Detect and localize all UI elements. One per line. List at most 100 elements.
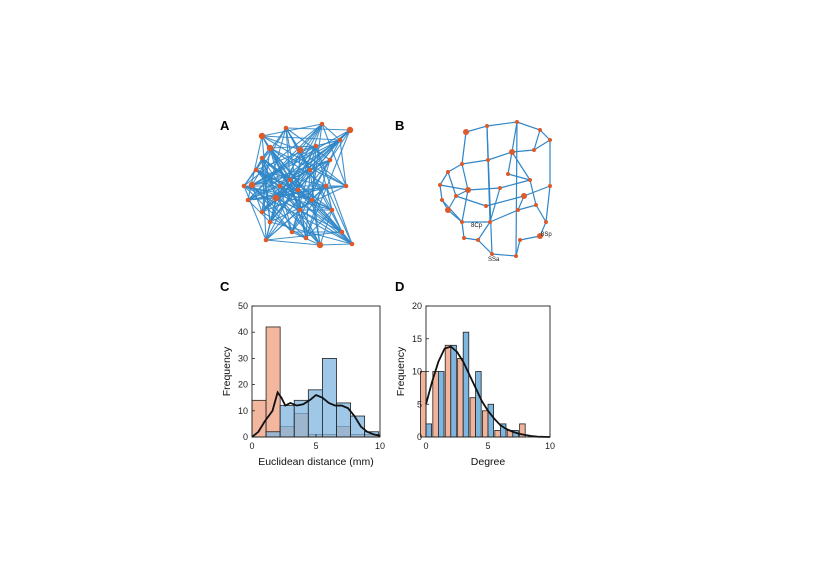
network-a-edge — [265, 239, 321, 246]
network-a-node — [259, 155, 265, 161]
network-a-edge — [339, 139, 347, 187]
network-a-node — [259, 209, 265, 215]
histogram-d-bar — [487, 403, 494, 438]
network-a-node — [272, 194, 280, 202]
network-a-edge — [265, 231, 343, 241]
network-b-node — [445, 207, 451, 213]
network-b-edge — [517, 204, 537, 211]
network-b-node — [485, 124, 489, 128]
network-b-node — [506, 172, 510, 176]
network-b-node — [460, 162, 464, 166]
network-b-edge — [507, 173, 531, 181]
network-a-node — [349, 241, 355, 247]
network-a-node — [323, 183, 329, 189]
network-a-edge — [331, 209, 343, 233]
network-a-edge — [265, 197, 277, 241]
histogram-d-bar — [469, 397, 476, 438]
network-a-edge — [299, 159, 331, 211]
network-b-node-label: 8Sp — [541, 232, 552, 238]
network-a-node — [253, 167, 259, 173]
network-b-node — [518, 238, 522, 242]
network-b-edge — [447, 163, 463, 173]
network-a-edge — [275, 185, 327, 199]
histogram-c-y-tick-label: 20 — [238, 380, 248, 390]
network-b-edge — [461, 131, 467, 165]
network-a-edge — [255, 145, 317, 171]
network-b-node — [463, 129, 469, 135]
histogram-c-y-tick-label: 0 — [243, 432, 248, 442]
network-b-edge — [461, 221, 465, 239]
network-a-edge — [243, 123, 323, 187]
network-b-edge — [487, 151, 513, 161]
network-b-edge — [516, 121, 541, 131]
network-a-edge — [319, 209, 333, 246]
network-a-node — [346, 126, 354, 134]
network-b-node-label: SSa — [488, 257, 500, 263]
network-a-edge — [275, 197, 343, 233]
network-a-edge — [243, 147, 271, 187]
network-a-node — [319, 121, 325, 127]
network-b-edge — [486, 125, 493, 255]
network-b-edge — [489, 187, 501, 223]
network-b-node — [534, 203, 538, 207]
histogram-d-y-tick-label: 5 — [417, 399, 422, 409]
panel-letter-a: A — [220, 118, 230, 133]
network-b-edge — [477, 221, 491, 241]
histogram-c-bar — [279, 405, 295, 438]
network-b-edge — [447, 171, 457, 197]
network-a — [241, 121, 355, 249]
histogram-c-x-tick-label: 10 — [375, 441, 385, 451]
network-a-edge — [247, 123, 323, 201]
histogram-c-x-tick-label: 5 — [313, 441, 318, 451]
network-a-edge — [265, 145, 317, 241]
network-a-node — [283, 125, 289, 131]
network-a-node — [329, 207, 335, 213]
network-a-edge — [275, 197, 321, 246]
network-b-edge — [511, 121, 518, 153]
network-a-node — [258, 132, 266, 140]
network-a-edge — [243, 185, 277, 199]
network-b-edge — [539, 129, 551, 141]
histogram-d-y-tick-label: 20 — [412, 301, 422, 311]
network-b-node — [460, 220, 464, 224]
network-a-edge — [243, 185, 313, 201]
network-b-edge — [529, 179, 537, 206]
network-a-edge — [319, 243, 353, 246]
network-b-edge — [461, 163, 469, 191]
network-a-node — [267, 219, 273, 225]
network-b-edge — [523, 185, 551, 197]
network-b-edge — [461, 159, 489, 165]
network-a-edge — [297, 149, 301, 191]
network-b-edge — [485, 195, 525, 207]
network-a-node — [289, 229, 295, 235]
histogram-c: 0 5 10 0 10 20 30 40 50 Euclidean distance (mm) Fr… — [221, 301, 385, 468]
network-a-edge — [265, 159, 331, 241]
network-a-edge — [251, 169, 311, 186]
network-b-edge — [465, 125, 488, 133]
histogram-d-y-tick-label: 10 — [412, 367, 422, 377]
network-b-node — [490, 252, 494, 256]
histogram-d-x-axis-title: Degree — [471, 456, 506, 468]
network-a-node — [297, 207, 303, 213]
network-a-edge — [305, 129, 351, 239]
panel-letter-b: B — [395, 118, 404, 133]
network-a-node — [277, 183, 283, 189]
network-b-edge — [491, 253, 517, 257]
histogram-d-bar — [475, 371, 482, 438]
network-b-node — [516, 208, 520, 212]
network-b-node — [486, 158, 490, 162]
network-b-node — [465, 187, 471, 193]
network-a-edge — [269, 147, 327, 187]
network-a-edge — [321, 123, 341, 141]
network-b-edge — [486, 121, 518, 127]
network-b-edge — [441, 199, 463, 223]
histogram-c-y-tick-label: 10 — [238, 406, 248, 416]
network-a-node — [316, 241, 324, 249]
histogram-d-y-tick-label: 0 — [417, 432, 422, 442]
network-b-node — [548, 138, 552, 142]
network-a-edge — [261, 135, 301, 151]
histogram-c-y-tick-label: 40 — [238, 327, 248, 337]
network-a-node — [248, 181, 256, 189]
histogram-d-bar — [494, 430, 501, 438]
